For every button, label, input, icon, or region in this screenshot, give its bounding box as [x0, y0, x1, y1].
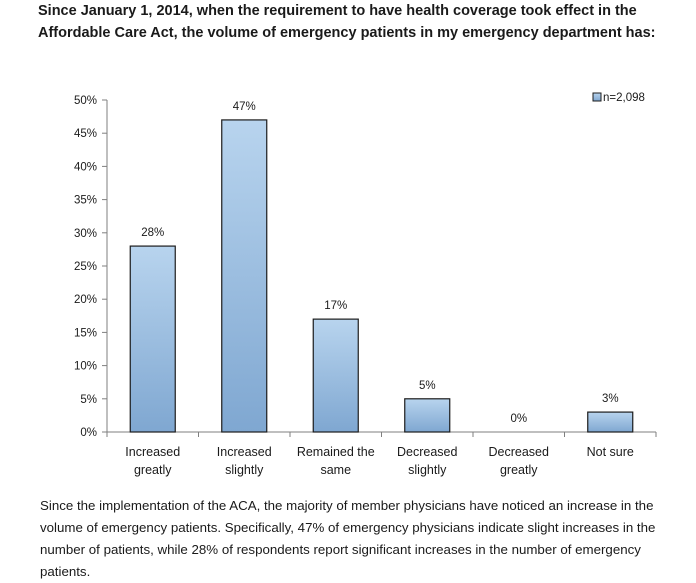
x-tick-label: Not sure [587, 445, 634, 459]
data-label: 5% [419, 380, 436, 392]
chart-description: Since the implementation of the ACA, the… [40, 495, 676, 583]
x-tick-label: greatly [134, 463, 172, 477]
data-label: 0% [510, 413, 527, 425]
data-label: 17% [324, 300, 347, 312]
x-tick-label: greatly [500, 463, 538, 477]
description-line-4: patients. [40, 564, 91, 579]
y-tick-label: 45% [74, 128, 97, 140]
data-label: 47% [233, 101, 256, 113]
bars: 28% 47% 17% 5% 0% 3% [129, 101, 634, 433]
x-tick-label: same [320, 463, 351, 477]
bar [129, 245, 176, 433]
y-tick-label: 0% [80, 427, 97, 439]
bar [221, 119, 268, 433]
chart-title: Since January 1, 2014, when the requirem… [38, 0, 678, 44]
bar [587, 411, 634, 433]
y-tick-label: 40% [74, 161, 97, 173]
description-line-2: volume of emergency patients. Specifical… [40, 520, 656, 535]
description-line-3: number of patients, while 28% of respond… [40, 542, 641, 557]
legend-label: n=2,098 [603, 92, 645, 104]
x-tick-label: Increased [125, 445, 180, 459]
y-tick-label: 15% [74, 327, 97, 339]
legend-swatch [592, 92, 602, 102]
x-tick-label: slightly [225, 463, 264, 477]
x-tick-label: Decreased [489, 445, 549, 459]
y-tick-label: 5% [80, 394, 97, 406]
y-tick-label: 50% [74, 95, 97, 107]
x-axis: Increased greatly Increased slightly Remaine… [106, 431, 657, 477]
bar [312, 318, 359, 433]
y-axis: 0% 5% 10% 15% 20% 25% 30% 35% 40% 45% 50% [74, 95, 108, 439]
bar [404, 398, 451, 433]
chart-title-line-2: Affordable Care Act, the volume of emerg… [38, 25, 656, 41]
chart-title-line-1: Since January 1, 2014, when the requirem… [38, 3, 637, 19]
chart-area: 0% 5% 10% 15% 20% 25% 30% 35% 40% 45% 50% Increase… [74, 92, 657, 477]
data-label: 28% [141, 227, 164, 239]
bar-chart: 0% 5% 10% 15% 20% 25% 30% 35% 40% 45% 50% Increase… [74, 92, 657, 477]
x-tick-label: slightly [408, 463, 447, 477]
x-tick-label: Increased [217, 445, 272, 459]
x-tick-label: Decreased [397, 445, 457, 459]
y-tick-label: 25% [74, 261, 97, 273]
x-tick-label: Remained the [297, 445, 375, 459]
description-line-1: Since the implementation of the ACA, the… [40, 498, 654, 513]
y-tick-label: 10% [74, 361, 97, 373]
y-tick-label: 30% [74, 228, 97, 240]
y-tick-label: 35% [74, 195, 97, 207]
legend: n=2,098 [592, 92, 645, 104]
data-label: 3% [602, 393, 619, 405]
y-tick-label: 20% [74, 294, 97, 306]
